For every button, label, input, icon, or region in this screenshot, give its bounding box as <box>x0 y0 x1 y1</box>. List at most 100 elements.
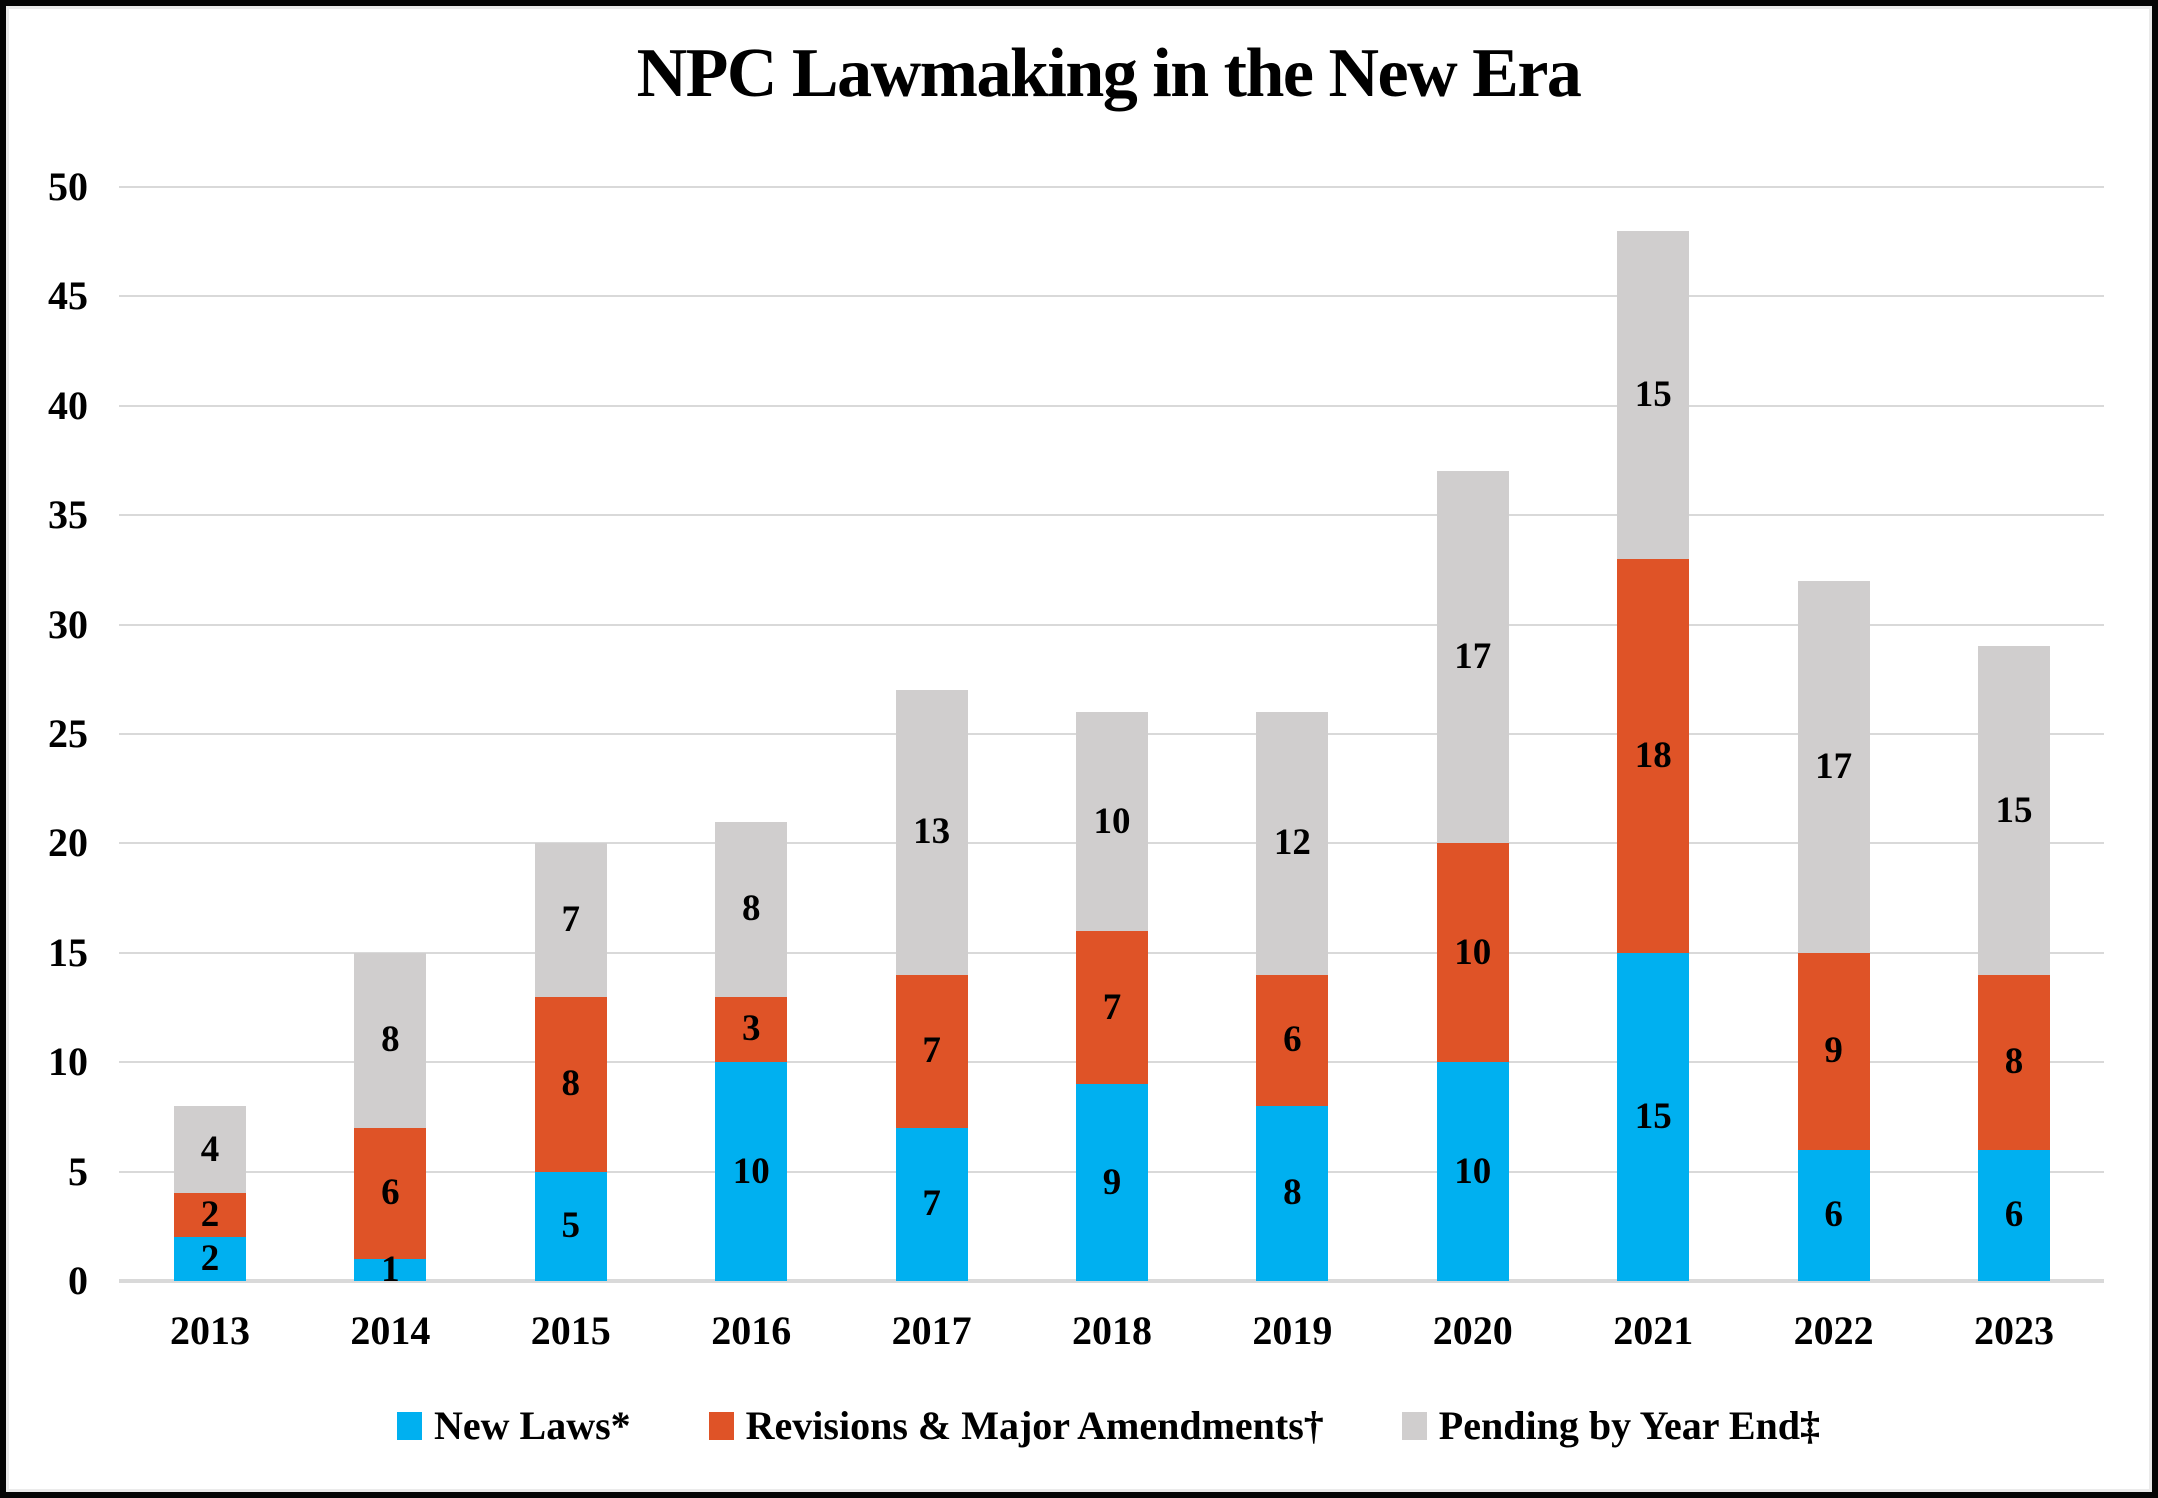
bar-segment-pending-by-year-end-2019 <box>1256 712 1329 975</box>
segment-value-label-pending-by-year-end-2020: 17 <box>1454 636 1492 678</box>
legend-marker-revisions-major-amendments-icon <box>708 1411 734 1440</box>
y-axis-tick-25: 25 <box>48 711 88 756</box>
legend-label-pending-by-year-end: Pending by Year End‡ <box>1438 1403 1820 1448</box>
bar-segment-pending-by-year-end-2015 <box>534 843 607 997</box>
x-axis-label-2019: 2019 <box>1252 1308 1333 1353</box>
bar-segment-revisions-major-amendments-2022 <box>1797 952 1870 1150</box>
segment-value-label-revisions-major-amendments-2017: 7 <box>922 1030 941 1072</box>
x-axis-line <box>119 1279 2104 1283</box>
bar-segment-pending-by-year-end-2017 <box>895 690 968 975</box>
segment-value-label-new-laws-2022: 6 <box>1824 1194 1843 1236</box>
bar-segment-new-laws-2013 <box>174 1237 246 1281</box>
y-axis-tick-15: 15 <box>48 929 88 975</box>
segment-value-label-revisions-major-amendments-2019: 6 <box>1283 1019 1302 1061</box>
x-axis-label-2022: 2022 <box>1793 1308 1874 1353</box>
segment-value-label-revisions-major-amendments-2023: 8 <box>2004 1041 2024 1083</box>
segment-value-label-new-laws-2023: 6 <box>2004 1194 2024 1236</box>
segment-value-label-new-laws-2021: 15 <box>1634 1095 1672 1137</box>
bar-segment-new-laws-2023 <box>1978 1149 2050 1281</box>
legend-item-pending-by-year-end: Pending by Year End‡ <box>1401 1402 1820 1449</box>
bar-segment-new-laws-2015 <box>534 1171 607 1281</box>
bar-segment-revisions-major-amendments-2016 <box>715 996 788 1063</box>
segment-value-label-pending-by-year-end-2014: 8 <box>381 1019 400 1061</box>
segment-value-label-pending-by-year-end-2019: 12 <box>1273 822 1311 864</box>
segment-value-label-revisions-major-amendments-2016: 3 <box>741 1008 761 1050</box>
bar-segment-pending-by-year-end-2023 <box>1978 646 2050 975</box>
bar-segment-pending-by-year-end-2018 <box>1076 712 1148 931</box>
segment-value-label-pending-by-year-end-2018: 10 <box>1093 800 1131 842</box>
bar-segment-new-laws-2018 <box>1076 1084 1148 1281</box>
segment-value-label-revisions-major-amendments-2022: 9 <box>1824 1030 1843 1072</box>
y-axis-tick-30: 30 <box>48 601 88 647</box>
bar-segment-new-laws-2014 <box>354 1259 427 1281</box>
segment-value-label-pending-by-year-end-2021: 15 <box>1634 373 1672 415</box>
x-axis-label-2013: 2013 <box>170 1308 250 1353</box>
segment-value-label-pending-by-year-end-2023: 15 <box>1995 789 2033 831</box>
bar-segment-pending-by-year-end-2013 <box>174 1105 246 1194</box>
segment-value-label-pending-by-year-end-2013: 4 <box>200 1128 220 1170</box>
legend-marker-new-laws-icon <box>396 1411 422 1440</box>
segment-value-label-new-laws-2015: 5 <box>561 1205 581 1247</box>
y-axis-tick-0: 0 <box>68 1258 88 1303</box>
segment-value-label-new-laws-2016: 10 <box>732 1150 770 1192</box>
bar-segment-pending-by-year-end-2014 <box>354 952 427 1128</box>
bar-segment-new-laws-2019 <box>1256 1105 1329 1281</box>
segment-value-label-revisions-major-amendments-2018: 7 <box>1102 986 1122 1028</box>
bar-segment-revisions-major-amendments-2023 <box>1978 974 2050 1150</box>
y-axis-tick-40: 40 <box>48 382 88 428</box>
segment-value-label-revisions-major-amendments-2014: 6 <box>381 1172 400 1214</box>
segment-value-label-revisions-major-amendments-2013: 2 <box>200 1194 220 1236</box>
bar-segment-new-laws-2017 <box>895 1127 968 1281</box>
bar-segment-revisions-major-amendments-2015 <box>534 996 607 1172</box>
legend-label-new-laws: New Laws* <box>433 1403 631 1448</box>
gridline-y-50 <box>119 186 2104 188</box>
y-axis-tick-50: 50 <box>48 164 88 209</box>
x-axis-label-2023: 2023 <box>1974 1308 2054 1353</box>
bar-segment-revisions-major-amendments-2014 <box>354 1127 427 1260</box>
x-axis-label-2018: 2018 <box>1072 1308 1152 1353</box>
x-axis-label-2017: 2017 <box>891 1308 972 1353</box>
y-axis-tick-45: 45 <box>48 273 88 319</box>
legend-label-revisions-major-amendments: Revisions & Major Amendments† <box>745 1403 1324 1448</box>
segment-value-label-new-laws-2020: 10 <box>1454 1150 1492 1192</box>
bar-segment-revisions-major-amendments-2018 <box>1076 930 1148 1085</box>
segment-value-label-new-laws-2018: 9 <box>1102 1161 1122 1203</box>
bar-segment-revisions-major-amendments-2020 <box>1436 843 1509 1063</box>
segment-value-label-new-laws-2013: 2 <box>200 1238 220 1280</box>
y-axis-tick-5: 5 <box>68 1148 88 1194</box>
bar-segment-pending-by-year-end-2020 <box>1436 471 1509 844</box>
bar-segment-pending-by-year-end-2016 <box>715 821 788 997</box>
x-axis-label-2016: 2016 <box>711 1308 792 1353</box>
bar-segment-new-laws-2016 <box>715 1062 788 1281</box>
x-axis-label-2021: 2021 <box>1613 1308 1694 1353</box>
y-axis-tick-10: 10 <box>48 1039 88 1085</box>
x-axis-label-2015: 2015 <box>530 1308 611 1353</box>
gridline-y-30 <box>119 623 2104 626</box>
segment-value-label-revisions-major-amendments-2015: 8 <box>561 1063 581 1105</box>
segment-value-label-revisions-major-amendments-2020: 10 <box>1454 931 1492 973</box>
segment-value-label-pending-by-year-end-2015: 7 <box>561 898 581 940</box>
bar-segment-new-laws-2022 <box>1797 1149 1870 1281</box>
gridline-y-40 <box>119 404 2104 407</box>
bar-segment-revisions-major-amendments-2019 <box>1256 974 1329 1106</box>
segment-value-label-revisions-major-amendments-2021: 18 <box>1634 734 1672 776</box>
bar-segment-new-laws-2020 <box>1436 1062 1509 1281</box>
chart-title: NPC Lawmaking in the New Era <box>636 35 1582 112</box>
segment-value-label-new-laws-2019: 8 <box>1283 1172 1302 1214</box>
x-axis-label-2020: 2020 <box>1432 1308 1513 1353</box>
segment-value-label-pending-by-year-end-2016: 8 <box>741 888 761 930</box>
segment-value-label-pending-by-year-end-2017: 13 <box>913 811 951 853</box>
legend: New Laws* Revisions & Major Amendments† Pe… <box>116 1402 2101 1449</box>
legend-item-new-laws: New Laws* <box>396 1402 631 1449</box>
bar-segment-pending-by-year-end-2022 <box>1797 580 1870 953</box>
y-axis-tick-20: 20 <box>48 820 88 866</box>
gridline-y-35 <box>119 514 2104 517</box>
x-axis-label-2014: 2014 <box>350 1308 431 1353</box>
legend-item-revisions-major-amendments: Revisions & Major Amendments† <box>708 1402 1324 1449</box>
legend-marker-pending-by-year-end-icon <box>1401 1411 1427 1440</box>
bar-segment-pending-by-year-end-2021 <box>1617 230 1690 559</box>
segment-value-label-new-laws-2017: 7 <box>922 1183 941 1225</box>
bar-segment-revisions-major-amendments-2013 <box>174 1193 246 1238</box>
bar-segment-new-laws-2021 <box>1617 952 1690 1281</box>
